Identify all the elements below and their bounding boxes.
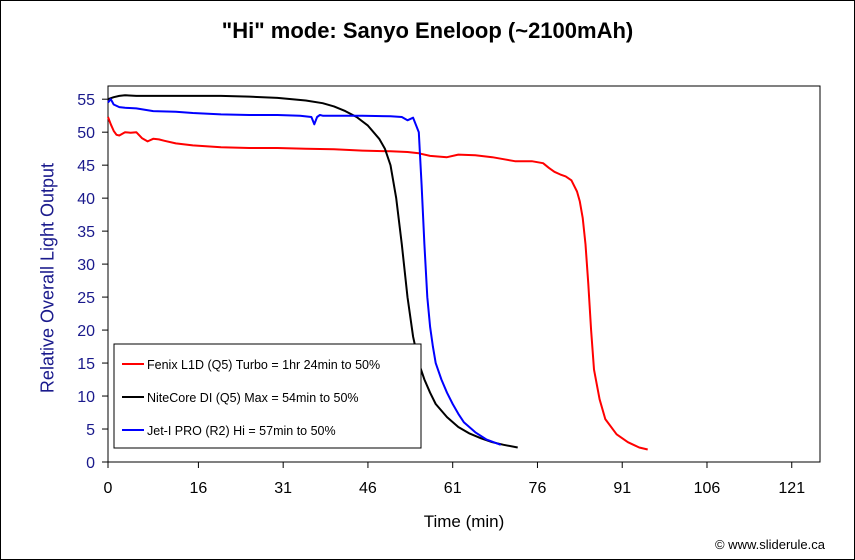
- x-tick-label: 76: [529, 480, 547, 497]
- x-axis-label: Time (min): [423, 512, 505, 531]
- legend-label-0: Fenix L1D (Q5) Turbo = 1hr 24min to 50%: [147, 358, 380, 372]
- y-tick-label: 35: [77, 224, 95, 241]
- series-line-2: [107, 98, 502, 446]
- y-tick-label: 5: [86, 422, 95, 439]
- x-tick-label: 0: [104, 480, 113, 497]
- x-tick-label: 16: [190, 480, 208, 497]
- chart-title: "Hi" mode: Sanyo Eneloop (~2100mAh): [221, 18, 634, 43]
- copyright-credit: © www.sliderule.ca: [714, 537, 825, 552]
- legend-box: [113, 343, 422, 449]
- y-tick-label: 25: [77, 290, 95, 307]
- legend-label-2: Jet-I PRO (R2) Hi = 57min to 50%: [147, 424, 336, 438]
- x-tick-label: 121: [778, 480, 805, 497]
- y-tick-label: 30: [77, 257, 95, 274]
- y-tick-label: 50: [77, 125, 95, 142]
- y-tick-label: 40: [77, 191, 95, 208]
- y-tick-label: 15: [77, 356, 95, 373]
- y-tick-label: 20: [77, 323, 95, 340]
- y-tick-label: 45: [77, 158, 95, 175]
- y-tick-label: 0: [86, 455, 95, 472]
- x-tick-label: 46: [359, 480, 377, 497]
- series-line-0: [107, 116, 648, 451]
- x-tick-label: 91: [613, 480, 631, 497]
- y-tick-label: 10: [77, 389, 95, 406]
- x-tick-label: 31: [274, 480, 292, 497]
- x-tick-label: 61: [444, 480, 462, 497]
- x-tick-label: 106: [694, 480, 721, 497]
- y-tick-label: 55: [77, 92, 95, 109]
- series-line-1: [107, 94, 518, 449]
- legend-label-1: NiteCore DI (Q5) Max = 54min to 50%: [147, 391, 359, 405]
